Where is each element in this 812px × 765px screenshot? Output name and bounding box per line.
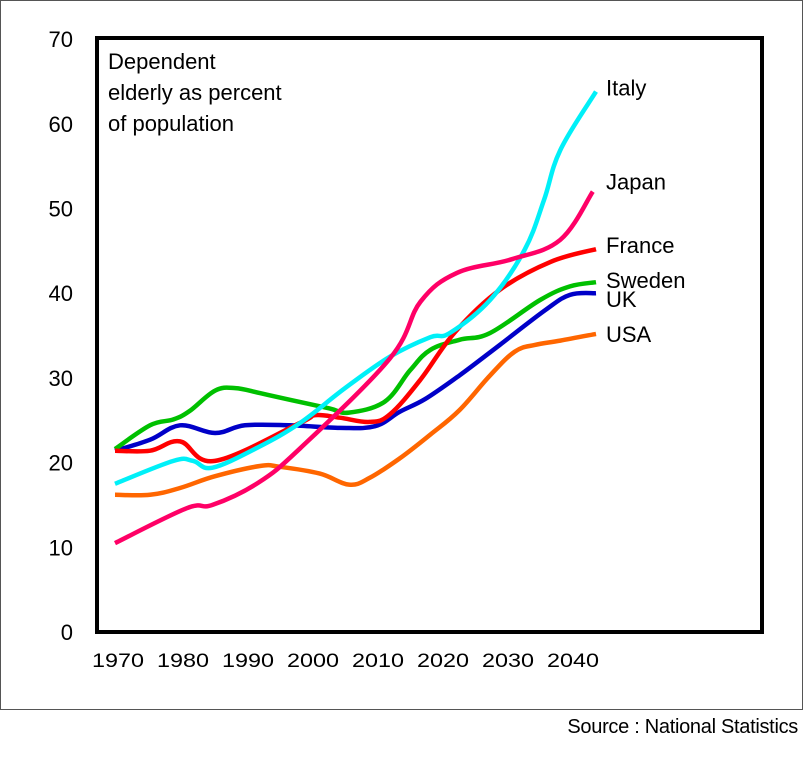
x-tick-label: 1990 [222,651,274,672]
y-axis-ticks: 0 10 20 30 40 50 60 70 [49,27,73,645]
x-tick-label: 1970 [92,651,144,672]
x-tick-label: 2020 [417,651,469,672]
series-lines [113,90,598,546]
x-tick-label: 2040 [547,651,599,672]
y-tick-label: 50 [49,197,73,222]
y-tick-label: 20 [49,451,73,476]
y-tick-label: 60 [49,112,73,137]
x-tick-label: 2030 [482,651,534,672]
plot-area-border [95,36,764,634]
series-line-usa [114,331,597,498]
x-tick-label: 1980 [157,651,209,672]
series-line-uk [114,290,597,453]
series-label-italy: Italy [606,76,646,101]
y-tick-label: 10 [49,535,73,560]
x-tick-label: 2000 [287,651,339,672]
y-tick-label: 40 [49,281,73,306]
series-label-france: France [606,233,674,258]
series-label-usa: USA [606,322,652,347]
series-label-sweden: Sweden [606,268,686,293]
annotation-line-2: elderly as percent [108,80,282,105]
source-note: Source : National Statistics [567,716,798,738]
annotation-line-3: of population [108,111,234,136]
y-tick-label: 0 [61,620,73,645]
x-axis-ticks: 1970 1980 1990 2000 2010 2020 2030 2040 [92,651,599,672]
annotation-line-1: Dependent [108,49,216,74]
series-label-japan: Japan [606,170,666,195]
x-tick-label: 2010 [352,651,404,672]
y-tick-label: 30 [49,366,73,391]
series-line-japan [114,190,595,546]
figure-frame [0,0,803,710]
y-tick-label: 70 [49,27,73,52]
series-label-uk: UK [606,287,637,312]
